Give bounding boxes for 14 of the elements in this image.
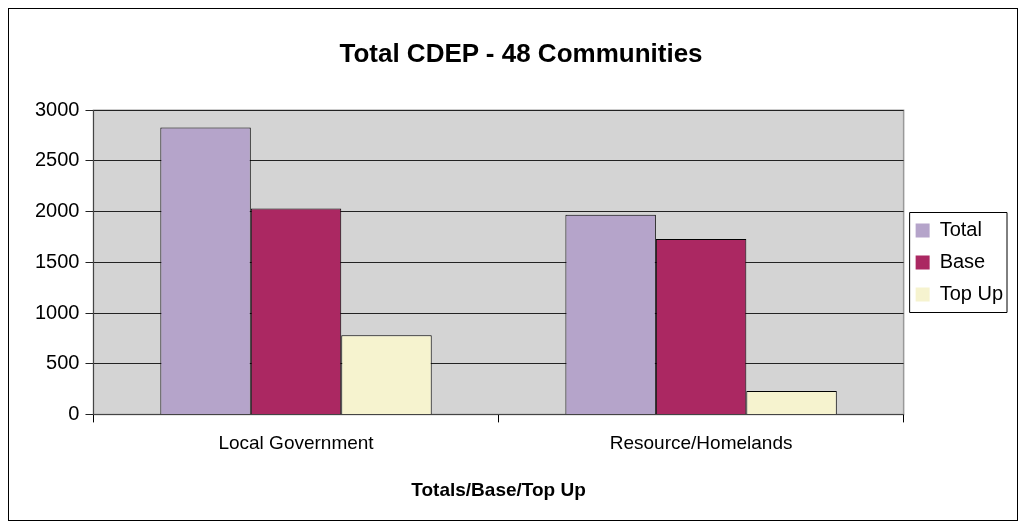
y-tick-label: 3000 bbox=[34, 97, 80, 120]
x-tick-label: Local Government bbox=[218, 432, 375, 454]
legend-label: Base bbox=[939, 250, 986, 273]
y-tick-label: 0 bbox=[68, 401, 80, 424]
chart-title: Total CDEP - 48 Communities bbox=[339, 37, 703, 68]
y-tick-label: 1500 bbox=[34, 249, 80, 272]
x-tick-label: Resource/Homelands bbox=[609, 432, 793, 454]
y-tick-label: 2000 bbox=[34, 199, 80, 222]
x-axis-title: Totals/Base/Top Up bbox=[411, 478, 586, 500]
y-tick-label: 500 bbox=[46, 351, 80, 374]
legend-label: Top Up bbox=[939, 282, 1004, 305]
y-tick-label: 1000 bbox=[34, 300, 80, 323]
y-tick-label: 2500 bbox=[34, 148, 80, 171]
legend-label: Total bbox=[939, 218, 982, 241]
